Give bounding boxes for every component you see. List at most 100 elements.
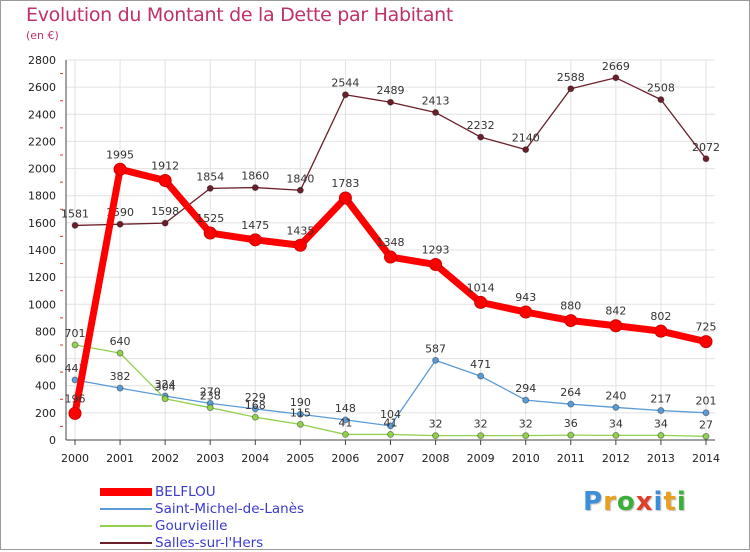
data-label-gourvieille: 701 xyxy=(65,327,86,340)
data-label-salles-sur-l-hers: 2232 xyxy=(467,119,495,132)
data-point-gourvieille xyxy=(296,420,304,428)
legend-label: BELFLOU xyxy=(155,484,216,500)
data-label-belflou: 1912 xyxy=(151,160,179,173)
legend-swatch xyxy=(100,525,152,527)
data-point-salles-sur-l-hers xyxy=(341,91,349,99)
data-label-belflou: 725 xyxy=(696,321,717,334)
data-point-gourvieille xyxy=(387,430,394,438)
data-point-saint-michel-de-lan-s xyxy=(251,405,259,413)
y-tick-label: 800 xyxy=(35,325,56,338)
y-tick-label: 2200 xyxy=(28,135,56,148)
x-tick-label: 2012 xyxy=(602,452,630,465)
data-label-gourvieille: 41 xyxy=(338,416,352,429)
x-tick-label: 2014 xyxy=(692,452,720,465)
data-point-saint-michel-de-lan-s xyxy=(612,403,620,411)
data-point-salles-sur-l-hers xyxy=(657,96,665,104)
logo-letter: i xyxy=(676,487,687,517)
data-label-saint-michel-de-lan-s: 382 xyxy=(110,370,131,383)
data-point-gourvieille xyxy=(432,432,440,440)
logo-letter: r xyxy=(603,487,617,517)
data-point-saint-michel-de-lan-s xyxy=(387,422,394,430)
data-label-belflou: 842 xyxy=(605,305,626,318)
data-point-saint-michel-de-lan-s xyxy=(477,372,485,380)
data-point-salles-sur-l-hers xyxy=(387,98,394,106)
data-label-gourvieille: 27 xyxy=(699,418,713,431)
data-point-gourvieille xyxy=(657,431,665,439)
chart-title: Evolution du Montant de la Dette par Hab… xyxy=(26,4,454,26)
data-point-salles-sur-l-hers xyxy=(522,146,530,154)
data-point-salles-sur-l-hers xyxy=(161,219,169,227)
y-tick-label: 1600 xyxy=(28,217,56,230)
data-label-gourvieille: 32 xyxy=(429,418,443,431)
data-label-gourvieille: 168 xyxy=(245,399,266,412)
legend-label: Salles-sur-l'Hers xyxy=(155,535,264,551)
y-tick-label: 200 xyxy=(35,407,56,420)
data-label-belflou: 880 xyxy=(560,300,581,313)
data-label-belflou: 1435 xyxy=(286,224,314,237)
data-label-belflou: 1995 xyxy=(106,148,134,161)
legend-swatch xyxy=(100,542,152,544)
legend-label: Gourvieille xyxy=(155,518,228,534)
data-point-gourvieille xyxy=(116,349,124,357)
y-tick-label: 1000 xyxy=(28,298,56,311)
proxiti-logo: Proxiti xyxy=(583,487,687,517)
data-label-salles-sur-l-hers: 1854 xyxy=(196,170,224,183)
data-point-belflou xyxy=(474,295,488,309)
y-tick-label: 2800 xyxy=(28,54,56,67)
data-point-belflou xyxy=(113,162,127,176)
data-label-salles-sur-l-hers: 1598 xyxy=(151,205,179,218)
data-label-saint-michel-de-lan-s: 104 xyxy=(380,408,401,421)
data-label-saint-michel-de-lan-s: 190 xyxy=(290,396,311,409)
data-label-belflou: 1525 xyxy=(196,212,224,225)
x-tick-label: 2002 xyxy=(151,452,179,465)
data-label-belflou: 802 xyxy=(650,310,671,323)
x-tick-label: 2011 xyxy=(557,452,585,465)
data-point-belflou xyxy=(293,238,307,252)
data-label-belflou: 1293 xyxy=(422,244,450,257)
data-label-saint-michel-de-lan-s: 229 xyxy=(245,391,266,404)
data-label-gourvieille: 41 xyxy=(384,416,398,429)
data-label-belflou: 1783 xyxy=(331,177,359,190)
data-point-belflou xyxy=(338,191,352,205)
legend-swatch xyxy=(100,508,152,510)
logo-letter: P xyxy=(583,487,604,517)
data-point-saint-michel-de-lan-s xyxy=(341,416,349,424)
data-label-gourvieille: 640 xyxy=(110,335,131,348)
data-point-gourvieille xyxy=(612,431,620,439)
data-point-belflou xyxy=(248,233,262,247)
y-tick-label: 2600 xyxy=(28,81,56,94)
data-label-gourvieille: 304 xyxy=(155,381,176,394)
data-label-salles-sur-l-hers: 2489 xyxy=(377,84,405,97)
y-tick-label: 2000 xyxy=(28,163,56,176)
x-tick-label: 2010 xyxy=(512,452,540,465)
logo-letter: t xyxy=(663,487,677,517)
x-tick-label: 2004 xyxy=(241,452,269,465)
data-point-saint-michel-de-lan-s xyxy=(71,376,79,384)
data-point-belflou xyxy=(699,335,713,349)
data-label-saint-michel-de-lan-s: 217 xyxy=(650,393,671,406)
data-point-salles-sur-l-hers xyxy=(477,133,485,141)
data-point-gourvieille xyxy=(477,432,485,440)
y-tick-label: 400 xyxy=(35,380,56,393)
y-tick-label: 2400 xyxy=(28,108,56,121)
data-label-salles-sur-l-hers: 2588 xyxy=(557,71,585,84)
data-label-saint-michel-de-lan-s: 471 xyxy=(470,358,491,371)
data-label-belflou: 1475 xyxy=(241,219,269,232)
data-point-belflou xyxy=(158,174,172,188)
x-tick-label: 2013 xyxy=(647,452,675,465)
data-point-belflou xyxy=(564,314,578,328)
y-tick-label: 1800 xyxy=(28,190,56,203)
data-label-salles-sur-l-hers: 1860 xyxy=(241,170,269,183)
data-label-gourvieille: 32 xyxy=(519,418,533,431)
data-label-gourvieille: 115 xyxy=(290,406,311,419)
unit-label: (en €) xyxy=(26,29,59,42)
x-tick-label: 2003 xyxy=(196,452,224,465)
data-point-belflou xyxy=(654,324,668,338)
data-label-salles-sur-l-hers: 2669 xyxy=(602,60,630,73)
data-label-salles-sur-l-hers: 1840 xyxy=(286,172,314,185)
data-point-salles-sur-l-hers xyxy=(251,184,259,192)
data-point-belflou xyxy=(203,226,217,240)
logo-letter: i xyxy=(653,487,664,517)
data-label-belflou: 196 xyxy=(65,392,86,405)
data-point-gourvieille xyxy=(161,395,169,403)
